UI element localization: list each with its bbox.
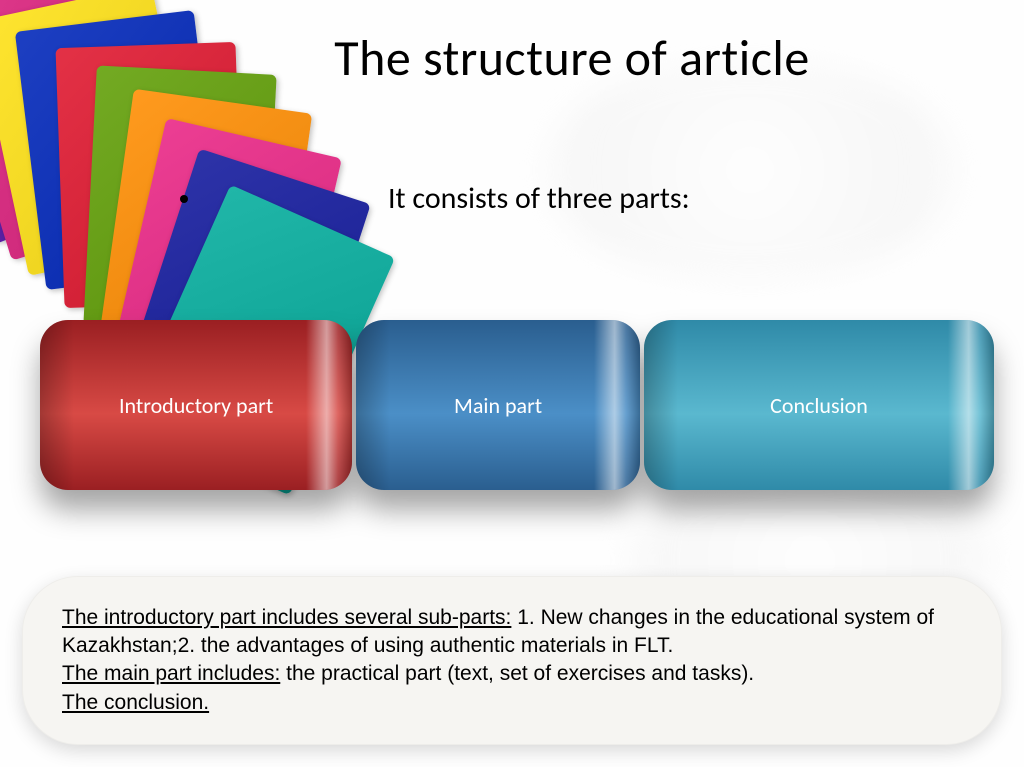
bg-glow — [540, 60, 960, 280]
page-title: The structure of article — [0, 28, 1024, 89]
pills-container: Introductory part Main part Conclusion — [40, 320, 994, 490]
subtitle-text: It consists of three parts: — [388, 180, 690, 217]
footer-box: The introductory part includes several s… — [22, 576, 1002, 745]
bullet-icon — [180, 195, 188, 203]
pill-label: Introductory part — [119, 392, 273, 419]
footer-lead-1-underline: The introductory part includes several s… — [62, 606, 511, 629]
pill-main: Main part — [356, 320, 640, 490]
pill-introductory: Introductory part — [40, 320, 352, 490]
footer-lead-2-rest: the practical part (text, set of exercis… — [280, 662, 754, 685]
footer-lead-2-underline: The main part includes: — [62, 662, 280, 685]
pill-label: Conclusion — [770, 392, 868, 419]
subtitle-row: It consists of three parts: — [180, 180, 984, 217]
footer-lead-3-underline: The conclusion. — [62, 691, 209, 714]
pill-label: Main part — [454, 392, 542, 419]
pill-conclusion: Conclusion — [644, 320, 994, 490]
